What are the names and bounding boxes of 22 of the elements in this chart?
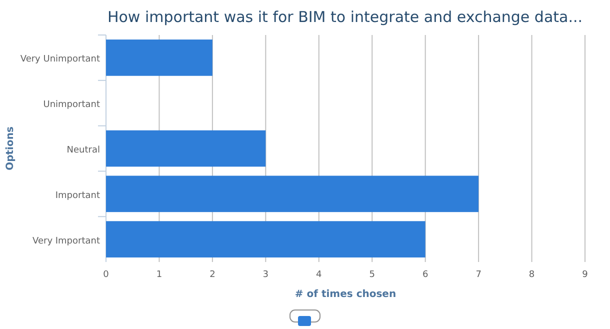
- bar: [106, 221, 426, 258]
- y-tick-label: Unimportant: [43, 100, 100, 110]
- y-tick-label: Important: [55, 190, 100, 201]
- x-axis-title: # of times chosen: [294, 289, 396, 300]
- bar: [106, 176, 479, 212]
- bar: [106, 40, 212, 76]
- x-tick-label: 1: [156, 270, 162, 280]
- x-tick-label: 8: [528, 270, 535, 280]
- x-tick-label: 5: [369, 270, 375, 280]
- x-tick-label: 3: [262, 270, 269, 280]
- y-tick-label: Neutral: [66, 146, 100, 156]
- bar: [106, 130, 266, 167]
- y-tick-label: Very Important: [32, 236, 100, 246]
- x-tick-label: 9: [582, 270, 588, 280]
- chart-title: How important was it for BIM to integrate and exchange data...: [107, 8, 583, 26]
- y-tick-label: Very Unimportant: [20, 54, 100, 65]
- x-tick-label: 2: [210, 270, 216, 280]
- x-tick-label: 6: [422, 270, 428, 280]
- x-tick-label: 7: [476, 270, 482, 280]
- x-tick-label: 4: [316, 270, 322, 280]
- y-axis-title: Options: [5, 126, 16, 170]
- x-tick-label: 0: [103, 270, 110, 280]
